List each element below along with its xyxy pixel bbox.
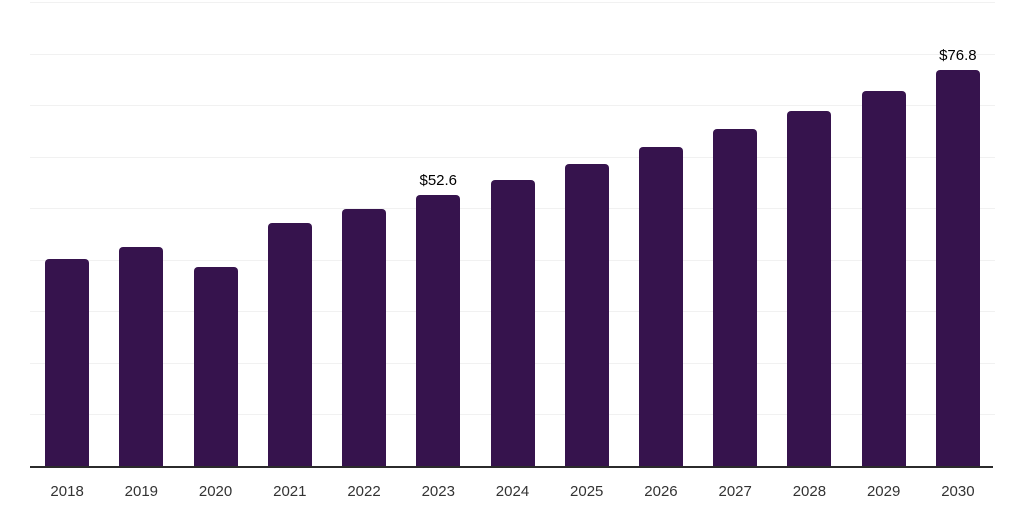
x-tick-label-2030: 2030 (941, 483, 975, 500)
x-tick-label-2028: 2028 (792, 483, 827, 500)
x-tick-label-2021: 2021 (273, 483, 307, 500)
bar-2023 (416, 194, 461, 466)
bar-2030 (935, 70, 980, 466)
x-tick-label-2022: 2022 (347, 483, 381, 500)
bar-2028 (787, 110, 832, 466)
x-tick-label-2018: 2018 (50, 483, 84, 500)
bar-2021 (267, 222, 312, 466)
x-tick-label-2026: 2026 (644, 483, 678, 500)
bar-2026 (638, 146, 683, 466)
bar-2025 (564, 163, 609, 466)
x-tick-label-2024: 2024 (495, 483, 530, 500)
bar-2024 (490, 179, 535, 466)
x-tick-label-2023: 2023 (421, 483, 455, 500)
gridline (30, 156, 995, 158)
gridline (30, 53, 995, 55)
bar-2029 (861, 91, 906, 466)
bar-2027 (713, 129, 758, 466)
bar-2020 (193, 266, 238, 466)
bar-value-label-2023: $52.6 (419, 171, 458, 189)
gridline (30, 105, 995, 107)
gridline (30, 1, 995, 3)
x-tick-label-2029: 2029 (866, 483, 901, 500)
x-tick-label-2027: 2027 (718, 483, 752, 500)
x-tick-label-2020: 2020 (198, 483, 233, 500)
x-tick-label-2025: 2025 (570, 483, 604, 500)
bar-2022 (342, 209, 387, 466)
bar-2019 (119, 246, 164, 466)
x-tick-label-2019: 2019 (124, 483, 159, 500)
bar-value-label-2030: $76.8 (939, 47, 977, 65)
bar-2018 (45, 258, 90, 466)
x-axis-line (30, 466, 993, 468)
